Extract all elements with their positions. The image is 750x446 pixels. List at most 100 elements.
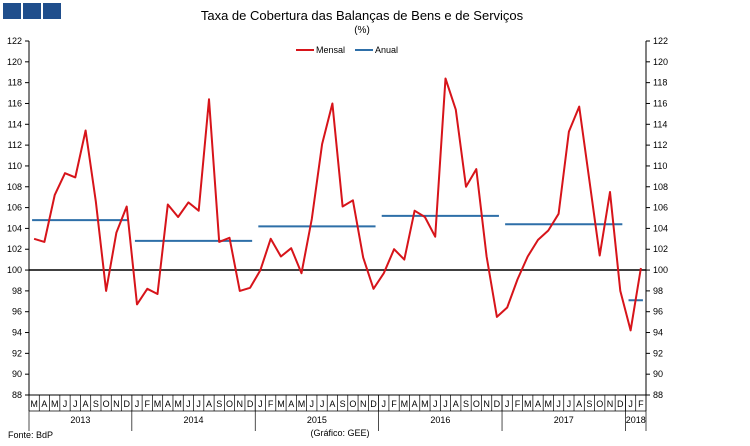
y-tick-label-right: 122	[653, 36, 668, 46]
y-tick-label-right: 102	[653, 244, 668, 254]
x-tick-label: M	[51, 399, 59, 409]
x-tick-label: A	[453, 399, 459, 409]
x-tick-label: M	[524, 399, 532, 409]
series-anual	[32, 214, 643, 302]
logo-square	[3, 3, 21, 19]
year-label: 2016	[430, 415, 450, 425]
legend-label-mensal: Mensal	[316, 45, 345, 55]
chart-subtitle: (%)	[354, 25, 370, 36]
x-tick-label: M	[421, 399, 429, 409]
y-tick-label-right: 100	[653, 265, 668, 275]
x-tick-label: M	[401, 399, 409, 409]
y-tick-label: 106	[7, 203, 22, 213]
x-tick-label: J	[443, 399, 448, 409]
y-tick-label-right: 88	[653, 390, 663, 400]
y-tick-label: 114	[8, 119, 22, 129]
x-tick-label: D	[370, 399, 377, 409]
x-tick-label: O	[596, 399, 603, 409]
x-tick-label: A	[288, 399, 294, 409]
series-mensal	[33, 77, 642, 332]
x-tick-label: J	[63, 399, 68, 409]
x-tick-label: J	[382, 399, 387, 409]
year-label: 2015	[307, 415, 327, 425]
y-tick-label: 102	[7, 244, 22, 254]
y-tick-label: 98	[12, 286, 22, 296]
x-tick-label: J	[135, 399, 140, 409]
x-tick-label: A	[83, 399, 89, 409]
legend-label-anual: Anual	[375, 45, 398, 55]
y-tick-label: 92	[12, 348, 22, 358]
x-tick-label: F	[515, 399, 521, 409]
x-tick-label: J	[196, 399, 201, 409]
y-tick-label-right: 94	[653, 328, 663, 338]
y-tick-label: 108	[7, 182, 22, 192]
year-label: 2013	[70, 415, 90, 425]
x-tick-label: J	[320, 399, 325, 409]
x-tick-label: D	[494, 399, 501, 409]
y-tick-label: 100	[7, 265, 22, 275]
x-tick-label: A	[412, 399, 418, 409]
x-tick-label: D	[247, 399, 254, 409]
x-tick-label: S	[586, 399, 592, 409]
y-tick-label-right: 112	[653, 140, 667, 150]
y-tick-label: 90	[12, 369, 22, 379]
x-tick-label: M	[545, 399, 553, 409]
y-tick-label: 116	[8, 98, 22, 108]
x-tick-label: O	[473, 399, 480, 409]
y-axis-left: 88 90 92 94 96 98 100 102 104 106 108 110 112 114 116 1…	[7, 36, 29, 400]
y-tick-label-right: 98	[653, 286, 663, 296]
y-tick-label: 88	[12, 390, 22, 400]
y-tick-label-right: 104	[653, 223, 668, 233]
logo-square	[43, 3, 61, 19]
x-tick-label: D	[123, 399, 130, 409]
x-tick-label: N	[607, 399, 614, 409]
x-tick-label: J	[556, 399, 561, 409]
x-tick-label: M	[154, 399, 162, 409]
chart-title: Taxa de Cobertura das Balanças de Bens e…	[201, 8, 524, 23]
x-tick-label: J	[433, 399, 438, 409]
logo-square	[23, 3, 41, 19]
y-tick-label-right: 96	[653, 307, 663, 317]
y-tick-label-right: 114	[653, 119, 667, 129]
x-tick-label: J	[310, 399, 315, 409]
y-tick-label-right: 118	[653, 78, 667, 88]
x-tick-label: N	[360, 399, 367, 409]
y-tick-label-right: 90	[653, 369, 663, 379]
x-tick-label: F	[268, 399, 274, 409]
y-tick-label: 122	[7, 36, 22, 46]
y-tick-label-right: 120	[653, 57, 668, 67]
x-tick-label: O	[226, 399, 233, 409]
x-tick-label: S	[463, 399, 469, 409]
y-tick-label: 96	[12, 307, 22, 317]
x-tick-label: J	[186, 399, 191, 409]
x-tick-label: J	[258, 399, 263, 409]
x-tick-label: M	[298, 399, 306, 409]
x-tick-label: M	[277, 399, 285, 409]
year-label: 2014	[184, 415, 204, 425]
x-tick-label: J	[505, 399, 510, 409]
y-tick-label: 104	[7, 223, 22, 233]
source-note: Fonte: BdP	[8, 430, 53, 440]
year-label: 2018	[626, 415, 646, 425]
x-tick-label: A	[576, 399, 582, 409]
y-tick-label-right: 92	[653, 348, 663, 358]
x-tick-label: F	[391, 399, 397, 409]
x-tick-label: S	[340, 399, 346, 409]
x-tick-label: M	[174, 399, 182, 409]
y-tick-label-right: 110	[653, 161, 667, 171]
y-tick-label: 110	[8, 161, 22, 171]
x-tick-label: A	[41, 399, 47, 409]
y-tick-label-right: 108	[653, 182, 668, 192]
y-tick-label: 120	[7, 57, 22, 67]
x-tick-label: N	[237, 399, 244, 409]
x-tick-label: O	[349, 399, 356, 409]
y-tick-label: 94	[12, 328, 22, 338]
x-tick-label: J	[73, 399, 78, 409]
y-tick-label: 112	[8, 140, 22, 150]
x-tick-label: A	[535, 399, 541, 409]
x-tick-label: A	[206, 399, 212, 409]
x-tick-label: J	[567, 399, 572, 409]
x-tick-label: D	[617, 399, 624, 409]
